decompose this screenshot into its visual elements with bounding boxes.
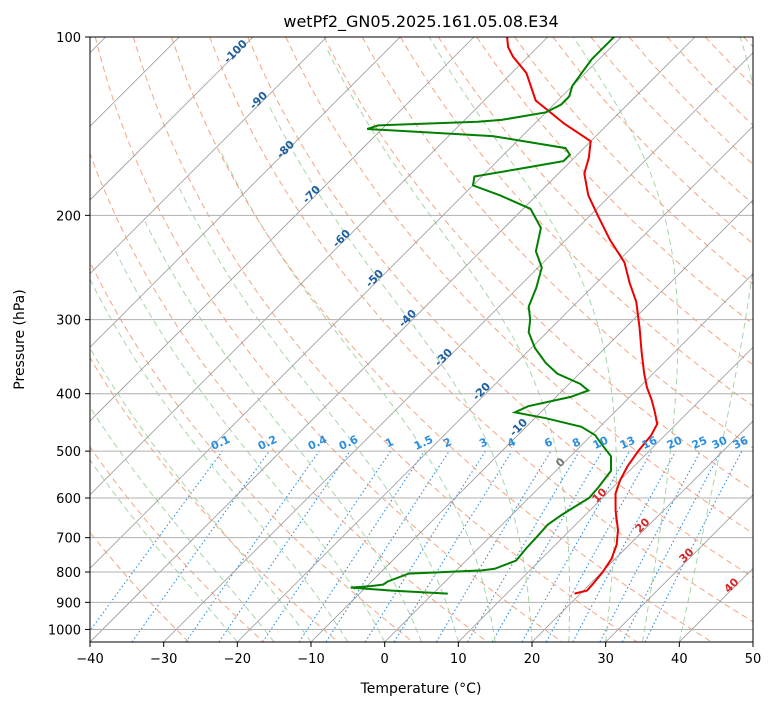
isotherm-line [90, 37, 475, 422]
moist-adiabat [178, 187, 459, 642]
y-tick-label: 400 [56, 388, 81, 403]
y-axis-title: Pressure (hPa) [12, 289, 28, 389]
mixing-ratio-line [393, 450, 513, 642]
temperature-line [506, 37, 659, 595]
dry-adiabat [247, 37, 753, 578]
x-tick-label: 50 [745, 652, 762, 667]
plot-frame [89, 36, 754, 643]
mixing-ratio-line [572, 450, 677, 642]
dewpoint-line [350, 37, 615, 595]
isotherm-line [605, 494, 753, 642]
moist-adiabats [90, 37, 753, 642]
plot-fill [90, 37, 753, 642]
dry-adiabat [90, 446, 264, 642]
dry-adiabat [437, 37, 753, 366]
dry-adiabat [90, 356, 339, 642]
moist-adiabat [115, 251, 386, 642]
mixing-ratio-lines [90, 450, 743, 642]
moist-adiabat [326, 49, 571, 642]
mixing-ratio-line [185, 450, 320, 642]
y-tick-label: 300 [56, 314, 81, 329]
y-tick-label: 900 [56, 596, 81, 611]
mixing-ratio-label: 25 [690, 434, 709, 452]
x-tick-label: 20 [524, 652, 541, 667]
mixing-ratio-label: 30 [710, 434, 730, 452]
x-tick-label: −10 [297, 652, 324, 667]
dry-adiabats [90, 37, 753, 642]
isotherm-line [310, 199, 753, 642]
mixing-ratio-line [545, 450, 653, 642]
x-tick-label: 40 [671, 652, 688, 667]
dry-adiabat [132, 37, 638, 642]
x-tick-label: −40 [76, 652, 103, 667]
isotherm-line [752, 641, 753, 642]
dry-adiabat [90, 152, 488, 642]
moist-adiabat [90, 278, 349, 642]
dry-adiabat [476, 37, 753, 325]
dry-adiabat [171, 37, 712, 642]
x-axis: −40 −30 −20 −10 0 10 20 30 40 50 [76, 642, 761, 667]
y-tick-label: 500 [56, 445, 81, 460]
pressure-gridlines [90, 37, 753, 630]
mixing-ratio-line [644, 450, 743, 642]
mixing-ratio-label: 20 [665, 434, 685, 452]
isotherms [90, 37, 753, 642]
isotherm-line [458, 346, 753, 642]
moist-adiabat [90, 459, 238, 642]
mixing-ratio-label: 10 [591, 434, 611, 452]
x-axis-title: Temperature (°C) [360, 681, 482, 697]
mixing-ratio-line [521, 450, 630, 642]
isotherm-line [90, 37, 548, 496]
isotherm-line [237, 125, 753, 642]
x-tick-label: −30 [150, 652, 177, 667]
isotherm-line [90, 37, 254, 201]
mixing-ratio-label: 13 [618, 434, 637, 452]
y-tick-label: 700 [56, 532, 81, 547]
moist-adiabat [144, 221, 422, 642]
chart-title: wetPf2_GN05.2025.161.05.08.E34 [283, 12, 558, 32]
mixing-ratio-line [325, 450, 450, 642]
dry-adiabat [323, 37, 753, 491]
x-tick-label: −20 [224, 652, 251, 667]
moist-adiabat [572, 37, 679, 642]
dry-adiabat [514, 37, 753, 285]
y-tick-label: 200 [56, 209, 81, 224]
x-tick-label: 30 [597, 652, 614, 667]
plot-area [90, 37, 753, 642]
isotherm-line [90, 37, 327, 275]
y-tick-label: 800 [56, 566, 81, 581]
y-tick-label: 600 [56, 492, 81, 507]
mixing-ratio-line [90, 450, 223, 632]
mixing-ratio-line [131, 450, 270, 642]
isotherm-line [384, 273, 753, 642]
y-axis: 100 200 300 400 500 600 700 800 900 1000 [48, 31, 90, 638]
moist-adiabat [267, 104, 533, 642]
isotherm-line [90, 37, 401, 348]
dry-adiabat [209, 37, 753, 623]
isotherm-line [90, 37, 622, 569]
moist-adiabat [428, 37, 617, 642]
y-tick-label: 1000 [48, 623, 81, 638]
dry-adiabat [285, 37, 753, 535]
isotherm-line [90, 37, 696, 642]
mixing-ratio-label: 36 [731, 434, 751, 452]
isotherm-line [163, 52, 753, 642]
mixing-ratio-line [218, 450, 351, 642]
y-tick-label: 100 [56, 31, 81, 46]
x-tick-label: 0 [381, 652, 389, 667]
dry-adiabat [94, 37, 563, 642]
profile-series [350, 37, 659, 595]
mixing-ratio-line [262, 450, 392, 642]
plot-background [90, 37, 753, 642]
moist-adiabat [90, 347, 312, 642]
x-tick-label: 10 [450, 652, 467, 667]
isotherm-line [531, 420, 753, 642]
moist-adiabat [678, 37, 753, 642]
mixing-ratio-label: 16 [640, 434, 660, 452]
mixing-ratio-line [298, 450, 425, 642]
moist-adiabat [90, 406, 275, 642]
